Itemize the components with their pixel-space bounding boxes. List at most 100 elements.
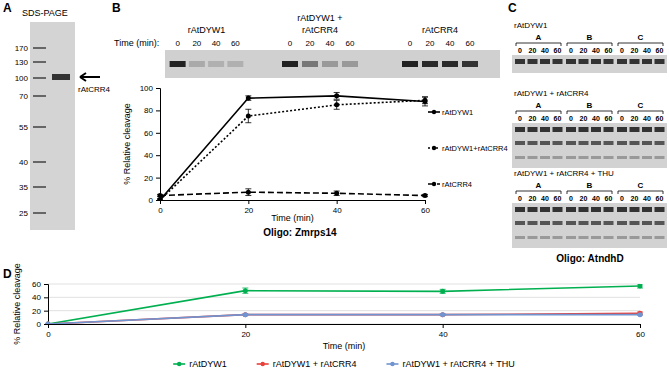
tick-mark (248, 200, 249, 204)
tick-label: 0 (37, 320, 42, 329)
bracket (516, 43, 561, 46)
gel-band (630, 236, 640, 239)
y-axis: 020406080100 (140, 84, 161, 205)
legend-label: rAtDYW1 + rAtCRR4 + THU (402, 359, 514, 369)
tick-label: 100 (140, 84, 154, 93)
set-label: C (638, 181, 644, 190)
gel-band (208, 61, 224, 67)
marker (46, 322, 51, 325)
gel-band (604, 141, 614, 145)
lane-label: 20 (192, 39, 201, 48)
tick-label: 40 (333, 206, 342, 215)
set-label: C (638, 33, 644, 42)
marker (440, 312, 445, 317)
tick-mark (156, 88, 160, 89)
gel (512, 123, 667, 168)
error-bar (422, 97, 428, 104)
marker (440, 312, 445, 317)
gel-band (540, 221, 550, 225)
y-axis: 0204060 (32, 280, 48, 329)
gel-band (553, 221, 563, 225)
legend-entry: rAtCRR4 (428, 180, 472, 189)
gel-band (642, 236, 652, 239)
legend-label: rAtCRR4 (442, 180, 472, 189)
gel-band (604, 127, 614, 132)
gel-band (540, 156, 550, 159)
gel-band (282, 61, 298, 67)
lane-label: 60 (346, 39, 355, 48)
series-line (48, 313, 640, 324)
gel-band (515, 59, 525, 64)
gel-band (591, 221, 601, 225)
lane-label: 20 (306, 39, 315, 48)
tick: 40 (144, 151, 160, 160)
lane-label: 20 (529, 47, 537, 54)
gel-band (642, 221, 652, 225)
gel-band (630, 127, 640, 132)
gel-band (617, 127, 627, 132)
legend-marker (432, 182, 436, 186)
gel-band (655, 156, 665, 159)
lane-label: 0 (569, 195, 573, 202)
gel-band (617, 141, 627, 145)
gel (165, 50, 500, 78)
gel (512, 55, 667, 73)
error-bar (242, 288, 248, 293)
tick-mark (425, 200, 426, 204)
gel-band (566, 221, 576, 225)
lane-label: 40 (326, 39, 335, 48)
tick: 100 (140, 84, 160, 93)
tick-label: 20 (244, 206, 253, 215)
ladder-band (33, 161, 46, 163)
gel-band (617, 236, 627, 239)
gel-band (579, 59, 589, 64)
error-bar (334, 100, 340, 109)
set-label: C (638, 101, 644, 110)
gel-band (579, 236, 589, 239)
gel-band (528, 141, 538, 145)
marker (243, 312, 248, 317)
lane-label: 20 (580, 195, 588, 202)
legend-marker (432, 110, 436, 114)
tick-mark (337, 200, 338, 204)
lane-label: 60 (554, 47, 562, 54)
marker (638, 312, 643, 317)
protein-band (52, 74, 70, 80)
gel-band (617, 59, 627, 64)
lane-label: 40 (541, 195, 549, 202)
lane-label: 0 (620, 47, 624, 54)
grid (48, 284, 640, 324)
marker (423, 98, 428, 103)
tick-label: 0 (46, 330, 51, 339)
lane-label: 40 (446, 39, 455, 48)
legend-label: rAtDYW1 (189, 359, 227, 369)
gel-band (515, 221, 525, 225)
gel-band (528, 207, 538, 212)
marker (334, 93, 339, 98)
ladder-band (33, 61, 46, 63)
group-label: rAtCRR4 (422, 25, 458, 35)
bracket (516, 111, 561, 114)
series (157, 97, 428, 200)
lane-label: 0 (518, 195, 522, 202)
gel (30, 22, 75, 230)
gel-band (579, 207, 589, 212)
x-axis-title: Time (min) (271, 213, 314, 223)
gel-band (540, 59, 550, 64)
panel-label: C (508, 1, 517, 15)
tick-label: 60 (32, 280, 41, 289)
gel-band (642, 207, 652, 212)
lane-label: 40 (643, 195, 651, 202)
annotation: Oligo: AtndhD (556, 253, 623, 264)
lane-label: 60 (554, 195, 562, 202)
set-label: A (536, 181, 542, 190)
ladder-band (33, 95, 46, 97)
marker (638, 284, 643, 289)
tick-mark (245, 324, 246, 328)
tick: 60 (144, 129, 160, 138)
ladder-label: 170 (15, 44, 29, 53)
tick: 60 (636, 324, 645, 339)
gel-band (553, 59, 563, 64)
arrow (80, 73, 100, 81)
y-axis-title: % Relative cleavage (12, 263, 22, 345)
